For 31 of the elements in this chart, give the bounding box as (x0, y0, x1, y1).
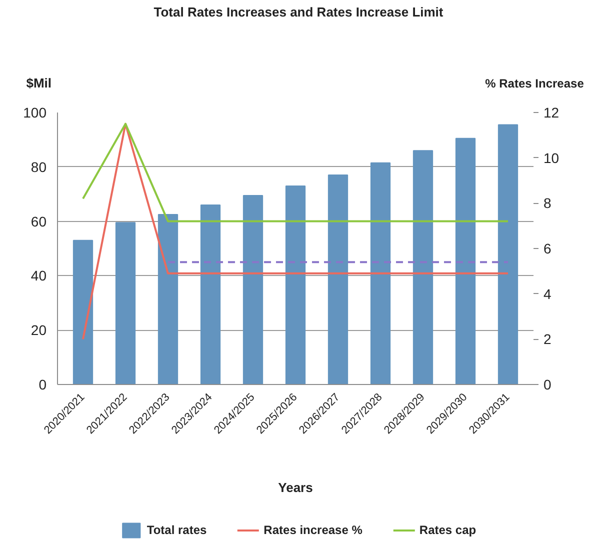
bar (200, 204, 221, 384)
y2-tick-label: 2 (544, 331, 552, 348)
bar (115, 222, 136, 384)
y2-tick-label: 10 (544, 150, 560, 166)
legend-label: Rates increase % (264, 522, 362, 539)
y-tick-label: 40 (30, 268, 47, 284)
bar (498, 124, 518, 384)
bar (242, 194, 264, 384)
y-tick-label: 80 (30, 158, 47, 175)
x-axis-title: Years (278, 480, 313, 495)
bar (370, 162, 391, 384)
y2-tick-label: 8 (544, 195, 552, 212)
chart-title: Total Rates Increases and Rates Increase Limit (154, 4, 444, 20)
bar (412, 150, 434, 384)
legend-label: Rates cap (419, 522, 476, 539)
y2-tick-label: 6 (544, 240, 552, 256)
y-tick-label: 20 (30, 322, 47, 338)
y-tick-label: 100 (23, 104, 47, 120)
bar (455, 138, 476, 384)
bar (328, 174, 348, 384)
y-axis-title: $Mil (26, 76, 52, 90)
y-tick-label: 0 (38, 376, 47, 392)
legend-label: Total rates (146, 522, 207, 539)
bar (72, 240, 94, 384)
y2-tick-label: 12 (544, 104, 560, 120)
y-tick-label: 60 (30, 213, 47, 230)
y2-tick-label: 0 (544, 376, 552, 392)
y2-tick-label: 4 (544, 286, 552, 302)
bar (285, 185, 306, 384)
bar (158, 214, 178, 384)
y2-axis-title: % Rates Increase (485, 76, 584, 90)
